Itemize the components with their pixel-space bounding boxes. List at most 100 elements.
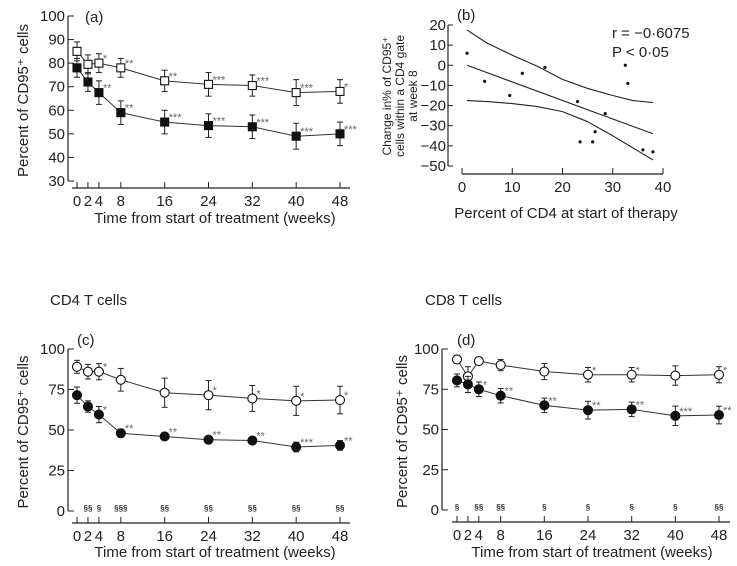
data-point	[115, 428, 126, 439]
data-point	[291, 395, 302, 406]
x-tick-label: 0	[73, 193, 81, 210]
data-point	[72, 46, 82, 56]
x-tick-label: 48	[711, 527, 728, 544]
significance-stars: **	[592, 400, 601, 412]
y-tick-label: 75	[422, 381, 439, 398]
panel-b: 20 10 0 −10 −20 −30 −40 −50 0 10 20 30 40 Percent of …	[380, 7, 690, 222]
significance-stars: **	[125, 103, 134, 115]
x-tick-label: 24	[200, 528, 217, 545]
scatter-point	[520, 71, 524, 75]
data-point	[473, 384, 484, 395]
data-point	[94, 88, 104, 98]
y-tick-label: 70	[48, 79, 65, 96]
data-point	[247, 435, 258, 446]
x-tick-label: 32	[623, 527, 640, 544]
significance-stars: *	[344, 81, 349, 93]
significance-stars: *	[213, 385, 218, 397]
scatter-point	[575, 99, 580, 104]
data-point	[203, 390, 214, 401]
significance-stars: ***	[300, 83, 314, 95]
stats-annotation: r = −0·6075	[612, 25, 690, 42]
y-axis-title-line: at week 8	[406, 70, 420, 122]
scatter-point	[641, 148, 645, 152]
data-point	[82, 366, 94, 377]
significance-stars: ***	[169, 112, 183, 124]
significance-stars: ***	[344, 124, 358, 136]
y-axis-title: Percent of CD95⁺ cells	[15, 356, 32, 509]
data-point	[83, 59, 93, 69]
y-tick-label: 25	[48, 463, 65, 480]
x-tick-label: 10	[504, 179, 521, 196]
x-tick-label: 16	[536, 527, 553, 544]
scatter-point	[651, 150, 655, 154]
x-tick-label: 40	[288, 528, 305, 545]
significance-stars: **	[344, 435, 353, 447]
x-tick-label: 4	[95, 193, 103, 210]
x-tick-label: 8	[117, 528, 125, 545]
data-point	[72, 63, 82, 73]
x-tick-label: 48	[332, 193, 349, 210]
significance-stars: **	[505, 386, 514, 398]
x-tick-label: 20	[554, 179, 571, 196]
y-axis-title-line: Change in% of CD95⁺	[380, 36, 394, 155]
significance-stars: ***	[256, 117, 270, 129]
y-tick-label: −30	[421, 118, 446, 135]
x-axis-title: Time from start of treatment (weeks)	[94, 544, 335, 561]
significance-stars: *	[636, 365, 641, 377]
data-point	[247, 393, 258, 404]
confidence-band-lower	[466, 99, 654, 161]
x-tick-label: 4	[95, 528, 103, 545]
y-tick-label: 25	[422, 462, 439, 479]
data-point	[334, 394, 346, 406]
section-mark: §§	[336, 504, 345, 513]
x-tick-label: 40	[667, 527, 684, 544]
significance-stars: **	[256, 431, 265, 443]
y-tick-label: 20	[429, 17, 446, 34]
y-tick-label: 0	[438, 57, 446, 74]
data-point	[626, 404, 637, 415]
data-point	[473, 356, 484, 367]
y-tick-label: −20	[421, 98, 446, 115]
panel-label: (d)	[457, 332, 475, 349]
y-tick-label: 50	[422, 422, 439, 439]
data-point	[160, 76, 170, 86]
significance-stars: *	[103, 405, 108, 417]
data-point	[291, 441, 302, 453]
data-point	[334, 440, 346, 451]
data-point	[451, 375, 463, 386]
y-tick-label: 60	[48, 102, 65, 119]
data-point	[670, 410, 681, 421]
y-tick-label: 100	[40, 8, 65, 25]
x-tick-label: 8	[496, 527, 504, 544]
significance-stars: *	[256, 388, 261, 400]
significance-stars: ***	[300, 437, 314, 449]
significance-stars: **	[636, 399, 645, 411]
significance-stars: ***	[679, 406, 693, 418]
x-tick-label: 16	[156, 528, 173, 545]
x-tick-label: 40	[655, 179, 672, 196]
x-tick-label: 24	[580, 527, 597, 544]
stats-annotation: P < 0·05	[612, 44, 669, 61]
data-point	[71, 361, 83, 372]
significance-stars: *	[300, 391, 305, 403]
significance-stars: **	[125, 58, 134, 70]
x-axis-title: Time from start of treatment (weeks)	[94, 210, 335, 227]
significance-stars: ***	[300, 126, 314, 138]
significance-stars: *	[344, 390, 349, 402]
y-tick-label: 100	[40, 341, 65, 358]
section-mark: §§	[204, 504, 213, 513]
scatter-point	[543, 65, 547, 69]
y-tick-label: 100	[414, 341, 439, 358]
data-point	[203, 79, 214, 89]
significance-stars: **	[169, 71, 178, 83]
panel-label: (a)	[85, 9, 103, 26]
data-point	[462, 379, 473, 390]
x-axis-title: Time from start of treatment (weeks)	[471, 544, 712, 561]
section-mark: §§	[715, 503, 724, 512]
data-point	[335, 86, 345, 96]
data-point	[203, 434, 214, 445]
data-point	[291, 88, 301, 98]
section-mark: §	[673, 503, 678, 512]
y-tick-label: 0	[57, 503, 65, 520]
x-tick-label: 0	[73, 528, 81, 545]
